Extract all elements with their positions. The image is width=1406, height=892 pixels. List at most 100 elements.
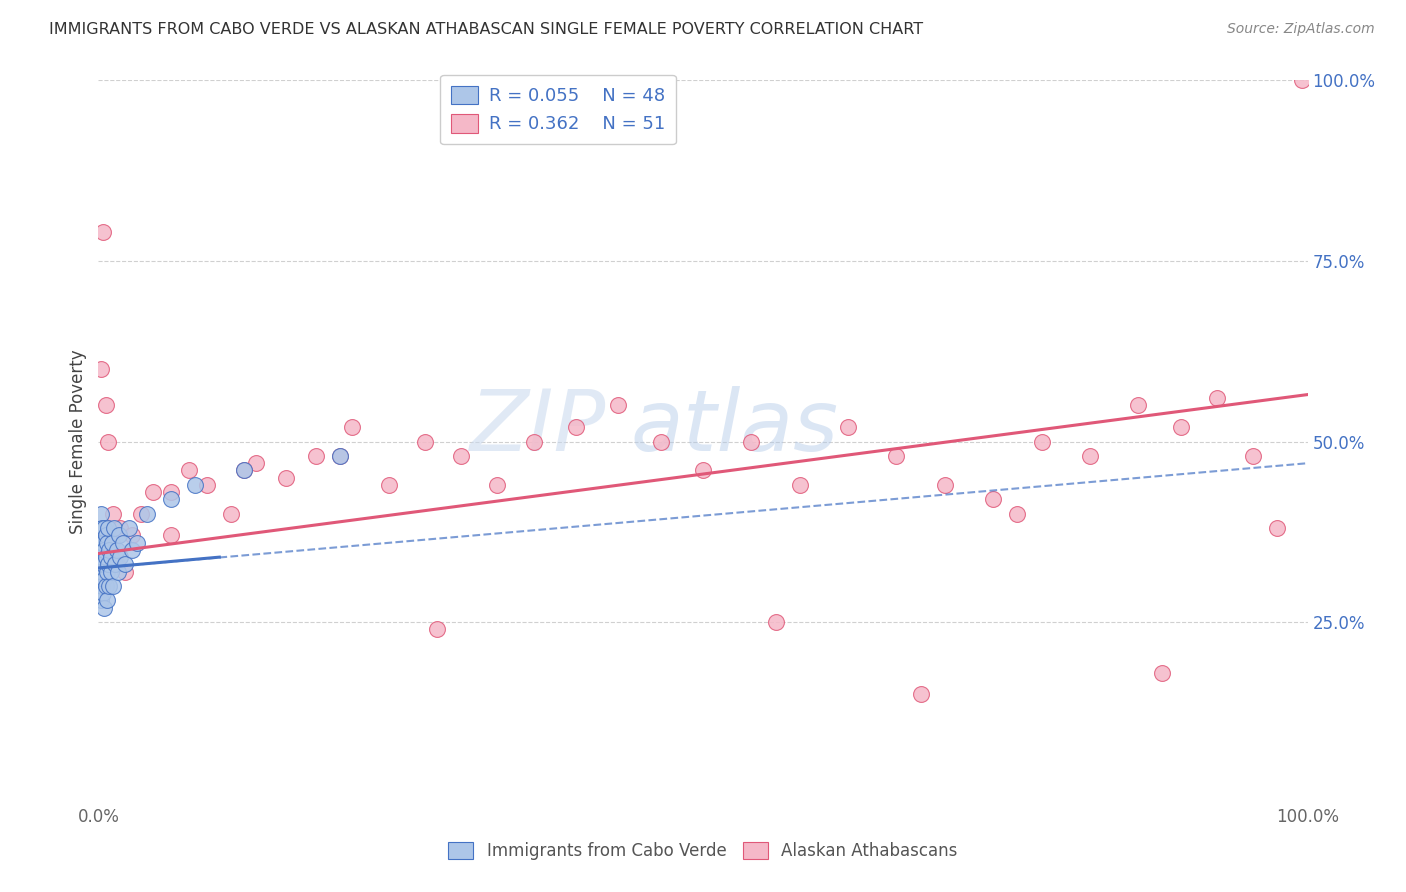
Point xyxy=(111,535,134,549)
Point xyxy=(93,572,115,586)
Point xyxy=(96,535,118,549)
Point xyxy=(97,434,120,449)
Point xyxy=(93,521,115,535)
Point xyxy=(108,521,131,535)
Point xyxy=(221,507,243,521)
Point xyxy=(450,449,472,463)
Point xyxy=(1031,434,1053,449)
Point xyxy=(329,449,352,463)
Point xyxy=(195,478,218,492)
Point xyxy=(981,492,1004,507)
Point xyxy=(94,528,117,542)
Point xyxy=(94,579,117,593)
Point xyxy=(94,550,117,565)
Point xyxy=(426,623,449,637)
Point xyxy=(91,586,114,600)
Point xyxy=(342,420,364,434)
Text: ZIP: ZIP xyxy=(470,385,606,468)
Point xyxy=(96,565,118,579)
Point xyxy=(232,463,254,477)
Point xyxy=(274,470,297,484)
Point xyxy=(97,558,120,572)
Point xyxy=(100,550,122,565)
Point xyxy=(90,535,112,549)
Point xyxy=(90,593,112,607)
Point xyxy=(329,449,352,463)
Point xyxy=(118,521,141,535)
Point xyxy=(1267,521,1289,535)
Legend: Immigrants from Cabo Verde, Alaskan Athabascans: Immigrants from Cabo Verde, Alaskan Atha… xyxy=(441,835,965,867)
Point xyxy=(105,558,128,572)
Point xyxy=(1128,398,1150,412)
Point xyxy=(765,615,787,630)
Point xyxy=(740,434,762,449)
Point xyxy=(160,492,183,507)
Point xyxy=(93,600,115,615)
Point xyxy=(105,542,128,557)
Point xyxy=(90,362,112,376)
Point xyxy=(91,550,114,565)
Point xyxy=(160,528,183,542)
Point xyxy=(245,456,267,470)
Point xyxy=(91,565,114,579)
Point xyxy=(121,528,143,542)
Point xyxy=(91,579,114,593)
Point xyxy=(89,542,111,557)
Point xyxy=(886,449,908,463)
Point xyxy=(101,579,124,593)
Point xyxy=(523,434,546,449)
Point xyxy=(129,507,152,521)
Y-axis label: Single Female Poverty: Single Female Poverty xyxy=(69,350,87,533)
Point xyxy=(142,485,165,500)
Point xyxy=(98,579,121,593)
Point xyxy=(91,225,114,239)
Point xyxy=(377,478,399,492)
Point xyxy=(98,542,121,557)
Point xyxy=(160,485,183,500)
Point xyxy=(127,535,149,549)
Point xyxy=(692,463,714,477)
Point xyxy=(107,565,129,579)
Point xyxy=(96,593,118,607)
Point xyxy=(1007,507,1029,521)
Point xyxy=(486,478,509,492)
Point xyxy=(100,565,122,579)
Point xyxy=(1291,73,1313,87)
Point xyxy=(135,507,157,521)
Point xyxy=(91,558,114,572)
Point xyxy=(179,463,201,477)
Point xyxy=(90,558,112,572)
Point xyxy=(934,478,956,492)
Point xyxy=(565,420,588,434)
Point xyxy=(108,550,131,565)
Point xyxy=(103,521,125,535)
Point xyxy=(93,542,115,557)
Text: IMMIGRANTS FROM CABO VERDE VS ALASKAN ATHABASCAN SINGLE FEMALE POVERTY CORRELATI: IMMIGRANTS FROM CABO VERDE VS ALASKAN AT… xyxy=(49,22,924,37)
Point xyxy=(1170,420,1192,434)
Point xyxy=(91,521,114,535)
Point xyxy=(1206,391,1229,405)
Point xyxy=(101,507,124,521)
Point xyxy=(100,535,122,549)
Point xyxy=(1078,449,1101,463)
Point xyxy=(789,478,811,492)
Point xyxy=(97,521,120,535)
Point xyxy=(90,507,112,521)
Point xyxy=(1152,665,1174,680)
Point xyxy=(184,478,207,492)
Point xyxy=(413,434,436,449)
Point xyxy=(89,565,111,579)
Point xyxy=(89,579,111,593)
Point xyxy=(114,558,136,572)
Point xyxy=(305,449,328,463)
Point xyxy=(232,463,254,477)
Point xyxy=(94,398,117,412)
Point xyxy=(837,420,859,434)
Point xyxy=(650,434,672,449)
Point xyxy=(607,398,630,412)
Point xyxy=(108,528,131,542)
Text: Source: ZipAtlas.com: Source: ZipAtlas.com xyxy=(1227,22,1375,37)
Point xyxy=(91,535,114,549)
Point xyxy=(100,535,122,549)
Point xyxy=(114,565,136,579)
